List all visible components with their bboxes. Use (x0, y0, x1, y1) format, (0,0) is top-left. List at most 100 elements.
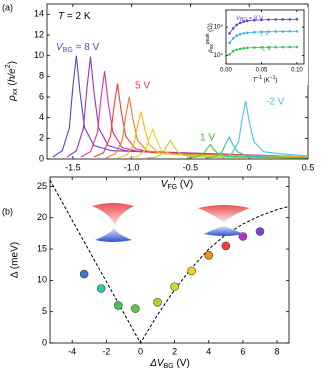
data-point (242, 20, 246, 23)
data-point (253, 18, 256, 22)
y-tick-label: 10 (34, 50, 44, 60)
x-tick-label: 6 (240, 346, 245, 356)
x-tick-label: 0 (138, 346, 143, 356)
x-tick-label: 0.00 (220, 68, 232, 74)
y-tick-label: 12 (34, 29, 44, 39)
data-point (253, 30, 256, 34)
y-tick-label: 20 (37, 212, 47, 222)
y-axis-label: Δ (meV) (10, 242, 21, 278)
data-point (267, 45, 270, 49)
data-point (295, 30, 299, 33)
data-line (93, 83, 309, 158)
data-point (221, 241, 231, 251)
marks: -1.5 -1.0 -0.5 0 0.5 0 2 4 6 8 10 12 14 0.00 0.05 0.10 1… (34, 3, 315, 356)
plot-frame (49, 176, 290, 344)
panel-label: (a) (2, 2, 13, 12)
data-line (66, 56, 309, 158)
data-point (96, 284, 106, 293)
data-point (274, 30, 277, 33)
temperature: T = 2 K (58, 11, 91, 22)
data-point (255, 227, 265, 236)
annotation: 5 V (135, 81, 150, 92)
data-line (105, 96, 309, 159)
y-tick-label: 15 (37, 243, 47, 253)
inset-x-label: T−1 (K−1) (253, 75, 278, 83)
data-point (281, 30, 285, 33)
data-point (131, 304, 140, 313)
plot-frame (225, 9, 305, 65)
data-point (228, 32, 231, 35)
annotation: VBG = 8 V (56, 42, 100, 54)
data-point (113, 301, 123, 310)
data-point (238, 47, 242, 51)
inset-annotation: VBG = 8 V (236, 16, 263, 24)
data-point (242, 32, 246, 35)
data-point (260, 46, 263, 49)
x-tick-label: 4 (206, 346, 211, 356)
data-point (253, 46, 256, 49)
x-tick-label: 0.05 (256, 68, 268, 74)
data-point (238, 32, 242, 36)
panel-label: (b) (2, 206, 13, 216)
data-line (205, 136, 309, 159)
data-point (231, 27, 235, 30)
data-point (228, 52, 231, 56)
data-point (245, 31, 249, 35)
y-tick-label: 10⁵ (214, 24, 224, 31)
conduction-band (198, 205, 250, 222)
valence-band (95, 228, 132, 242)
data-point (235, 34, 238, 37)
data-point (281, 18, 285, 21)
data-point (79, 269, 89, 279)
data-point (231, 37, 235, 40)
x-tick-label: -0.5 (183, 162, 199, 172)
data-point (231, 50, 235, 53)
y-tick-label: 10⁴ (214, 52, 224, 59)
inset-annotation: 1 V (262, 47, 271, 53)
data-line (221, 101, 309, 159)
x-tick-label: 0.10 (291, 68, 303, 74)
x-tick-label: 0.5 (302, 162, 315, 172)
x-axis-label: ΔVBG (V) (149, 358, 190, 368)
data-point (153, 297, 162, 307)
x-tick-label: -1.0 (124, 162, 140, 172)
data-point (274, 18, 277, 21)
x-tick-label: 2 (172, 346, 177, 356)
data-point (281, 45, 285, 49)
x-tick-label: 0 (247, 162, 252, 172)
data-point (235, 23, 238, 27)
data-point (274, 45, 277, 49)
data-point (170, 282, 179, 291)
y-tick-label: 10 (37, 275, 47, 285)
data-point (235, 48, 238, 51)
labels: (a) (b) T = 2 K VBG = 8 V 5 V 1 V -2 V V… (2, 2, 285, 368)
y-tick-label: 14 (34, 9, 44, 19)
data-point (238, 21, 242, 25)
theory-line (49, 179, 290, 344)
y-tick-label: 0 (39, 153, 44, 163)
x-tick-label: -4 (68, 346, 76, 356)
data-line (117, 111, 309, 159)
x-axis-label: VFG (V) (161, 179, 194, 191)
conduction-band (92, 203, 134, 226)
data-point (245, 19, 249, 23)
data-point (260, 18, 263, 22)
annotation: 1 V (200, 133, 215, 144)
y-tick-label: 0 (42, 337, 47, 347)
data-point (242, 46, 246, 50)
data-line (186, 143, 309, 159)
y-tick-label: 8 (39, 71, 44, 81)
data-point (204, 251, 214, 260)
cones (92, 203, 250, 242)
data-point (245, 46, 249, 50)
y-tick-label: 25 (37, 181, 47, 191)
data-point (288, 30, 292, 33)
x-tick-label: -1.5 (65, 162, 81, 172)
data-point (228, 41, 231, 45)
data-point (267, 30, 270, 33)
data-point (260, 30, 263, 34)
y-axis-label: ρxx (h/e2) (5, 61, 19, 102)
y-tick-label: 4 (39, 112, 44, 122)
data-point (187, 266, 196, 276)
